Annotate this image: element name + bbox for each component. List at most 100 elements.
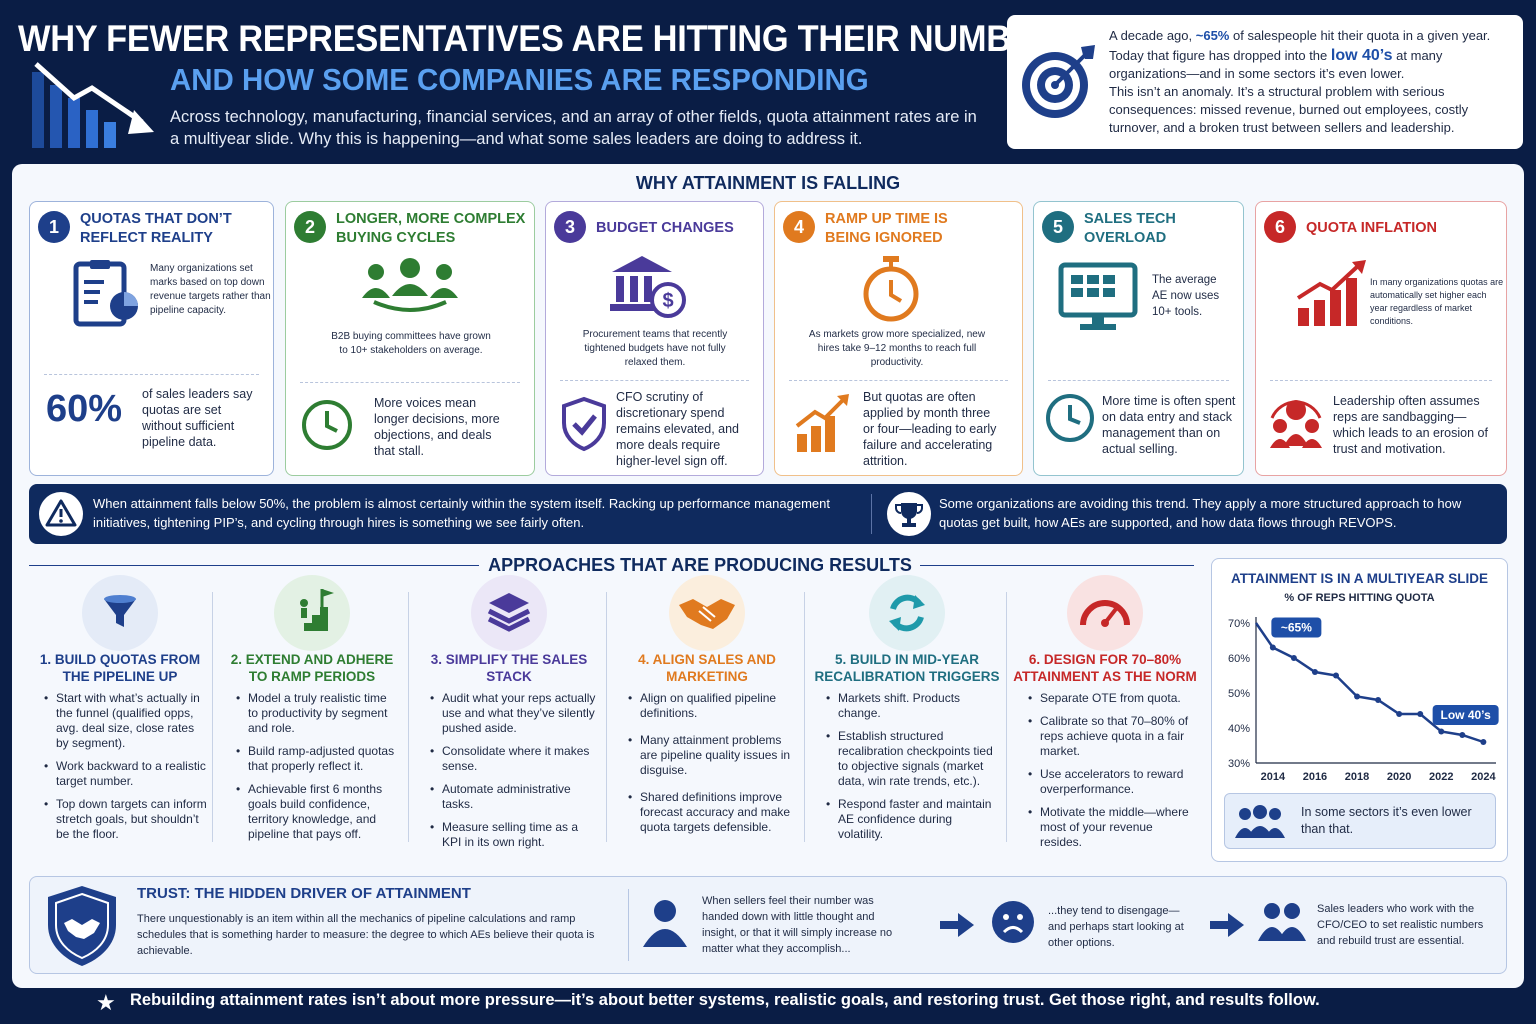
sad-face-icon [990, 899, 1036, 950]
y-tick-label: 40% [1228, 723, 1250, 735]
card-text: As markets grow more specialized, new hi… [808, 329, 986, 368]
approach-title: 2. EXTEND AND ADHERE TO RAMP PERIODS [230, 652, 394, 684]
leaders-icon [1258, 901, 1306, 948]
why-section-title: WHY ATTAINMENT IS FALLING [635, 173, 901, 193]
page-subtitle: AND HOW SOME COMPANIES ARE RESPONDING [170, 62, 869, 97]
callout-label: ~65% [1281, 621, 1312, 635]
approach-title: 1. BUILD QUOTAS FROM THE PIPELINE UP [39, 652, 201, 684]
stairs-flag-icon [274, 575, 350, 651]
approach-3: 3. SIMPLIFY THE SALES STACK Audit what y… [414, 575, 604, 855]
approach-2: 2. EXTEND AND ADHERE TO RAMP PERIODS Mod… [220, 575, 404, 855]
card-text: B2B buying committees have grown to 10+ … [331, 331, 491, 356]
approach-bullets: Audit what your reps actually use and wh… [428, 691, 600, 850]
layers-icon [471, 575, 547, 651]
card-lower-text: More time is often spent on data entry a… [1102, 394, 1236, 456]
trust-step-2: ...they tend to disengage—and perhaps st… [1048, 905, 1184, 949]
card-number: 2 [294, 211, 326, 243]
approaches-section-title: APPROACHES THAT ARE PRODUCING RESULTS [488, 555, 912, 575]
stopwatch-icon [861, 254, 921, 327]
card-title: SALES TECH OVERLOAD [1084, 211, 1176, 246]
approach-bullets: Separate OTE from quota.Calibrate so tha… [1026, 691, 1194, 850]
approach-title: 4. ALIGN SALES AND MARKETING [638, 652, 776, 684]
footer-text: Rebuilding attainment rates isn’t about … [130, 991, 1320, 1009]
data-point [1438, 728, 1445, 735]
card-title: QUOTA INFLATION [1306, 220, 1438, 236]
callout-label: Low 40’s [1441, 708, 1492, 722]
data-point [1354, 693, 1361, 700]
card-number: 5 [1042, 211, 1074, 243]
seller-icon [640, 897, 690, 954]
data-point [1396, 711, 1403, 717]
card-text: The average AE now uses 10+ tools. [1152, 274, 1220, 318]
why-card-1: 1 QUOTAS THAT DON’T REFLECT REALITY Many… [29, 201, 274, 476]
banner-left-text: When attainment falls below 50%, the pro… [93, 496, 831, 530]
team-alert-icon [1268, 396, 1324, 457]
approach-4: 4. ALIGN SALES AND MARKETING Align on qu… [612, 575, 802, 855]
data-point [1311, 669, 1318, 675]
series-line [1254, 622, 1484, 744]
card-text: In many organizations quotas are automat… [1370, 277, 1504, 326]
attainment-line-chart: 70% 60% 50% 40% 30% 2014 2016 2018 2020 2022 2024 ~… [1228, 617, 1499, 783]
trust-title: TRUST: THE HIDDEN DRIVER OF ATTAINMENT [137, 885, 471, 902]
trust-text: There unquestionably is an item within a… [137, 913, 595, 957]
intro-line-2: Today that figure has dropped into the l… [1109, 47, 1443, 81]
monitor-apps-icon [1058, 262, 1138, 339]
funnel-icon [82, 575, 158, 651]
x-tick-label: 2024 [1471, 771, 1496, 783]
why-card-5: 5 SALES TECH OVERLOAD The average AE now… [1033, 201, 1244, 476]
card-number: 3 [554, 211, 586, 243]
gauge-icon [1067, 575, 1143, 651]
data-point [1290, 655, 1297, 661]
why-card-6: 6 QUOTA INFLATION In many organizations … [1255, 201, 1507, 476]
approach-1: 1. BUILD QUOTAS FROM THE PIPELINE UP Sta… [28, 575, 212, 855]
x-tick-label: 2018 [1345, 771, 1369, 783]
card-title: LONGER, MORE COMPLEX BUYING CYCLES [336, 211, 526, 246]
trophy-icon [887, 492, 931, 536]
warning-icon [39, 492, 83, 536]
chart-note: In some sectors it’s even lower than tha… [1301, 805, 1472, 836]
card-lower-text: But quotas are often applied by month th… [863, 390, 997, 468]
chart-subtitle: % OF REPS HITTING QUOTA [1284, 592, 1435, 604]
chart-title: ATTAINMENT IS IN A MULTIYEAR SLIDE [1231, 571, 1488, 586]
card-number: 4 [783, 211, 815, 243]
trust-step-1: When sellers feel their number was hande… [702, 895, 893, 955]
banner-right-text: Some organizations are avoiding this tre… [939, 496, 1462, 530]
y-tick-label: 60% [1228, 653, 1250, 665]
why-card-3: 3 BUDGET CHANGES $ Procurement teams tha… [545, 201, 764, 476]
x-tick-label: 2016 [1303, 771, 1327, 783]
y-tick-label: 50% [1228, 688, 1250, 700]
rising-bars-icon [1294, 260, 1368, 333]
approach-bullets: Align on qualified pipeline definitions.… [626, 691, 798, 835]
data-point [1459, 732, 1466, 738]
data-point [1269, 644, 1276, 651]
page-description: Across technology, manufacturing, financ… [170, 108, 977, 148]
approach-bullets: Start with what’s actually in the funnel… [42, 691, 208, 842]
handshake-icon [669, 575, 745, 651]
card-number: 1 [38, 211, 70, 243]
card-number: 6 [1264, 211, 1296, 243]
stat-60: 60% [46, 388, 123, 430]
card-title: RAMP UP TIME IS BEING IGNORED [825, 211, 948, 246]
trust-section: TRUST: THE HIDDEN DRIVER OF ATTAINMENT T… [29, 876, 1507, 974]
x-tick-label: 2020 [1387, 771, 1411, 783]
card-title: QUOTAS THAT DON’T REFLECT REALITY [80, 211, 232, 246]
callout-box [1271, 617, 1322, 638]
data-point [1480, 739, 1487, 745]
intro-card: A decade ago, ~65% of salespeople hit th… [1007, 15, 1523, 149]
committee-icon [354, 258, 466, 319]
attainment-chart-card: ATTAINMENT IS IN A MULTIYEAR SLIDE % OF … [1211, 558, 1508, 862]
shield-handshake-icon [42, 883, 122, 974]
approach-5: 5. BUILD IN MID-YEAR RECALIBRATION TRIGG… [810, 575, 1004, 855]
approach-title: 6. DESIGN FOR 70–80% ATTAINMENT AS THE N… [1013, 652, 1197, 684]
data-point [1333, 672, 1339, 679]
intro-line-3: This isn’t an anomaly. It’s a structural… [1109, 84, 1469, 135]
y-tick-label: 30% [1228, 758, 1250, 770]
approach-title: 3. SIMPLIFY THE SALES STACK [430, 652, 588, 684]
shield-check-icon [560, 396, 608, 457]
arrow-right-icon [1210, 913, 1244, 942]
x-tick-label: 2022 [1429, 771, 1453, 783]
x-tick-label: 2014 [1261, 771, 1286, 783]
insight-banner: When attainment falls below 50%, the pro… [29, 484, 1507, 544]
approach-bullets: Model a truly realistic time to producti… [234, 691, 400, 842]
svg-text:$: $ [662, 290, 673, 312]
